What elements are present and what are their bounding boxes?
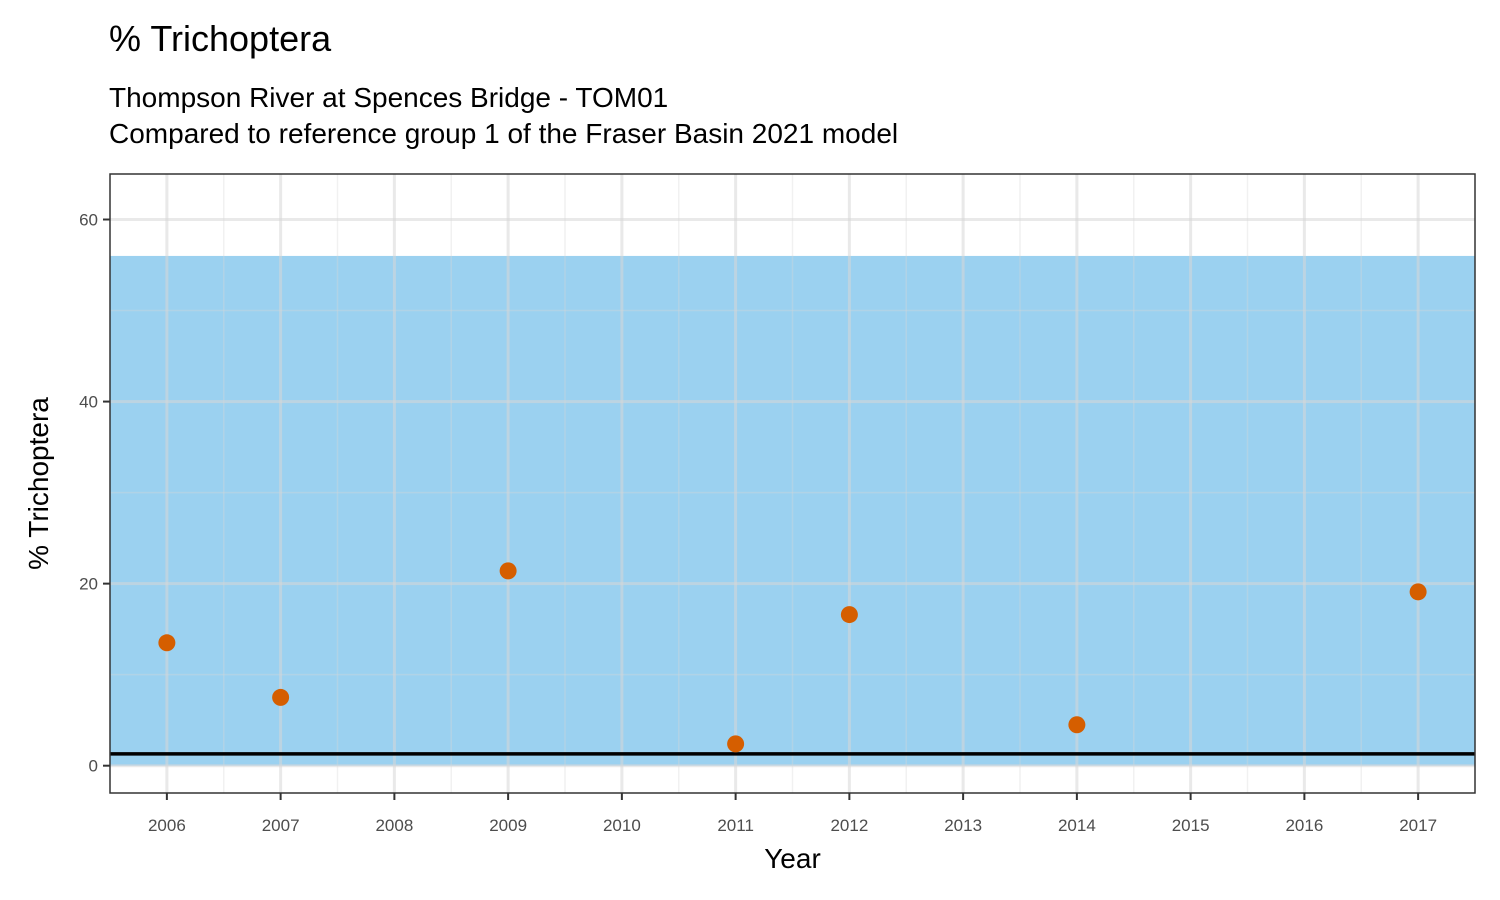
- x-tick-label: 2008: [375, 816, 413, 835]
- x-tick-label: 2015: [1172, 816, 1210, 835]
- x-tick-label: 2016: [1285, 816, 1323, 835]
- x-tick-label: 2012: [830, 816, 868, 835]
- y-tick-label: 40: [79, 393, 98, 412]
- y-tick-label: 0: [89, 757, 98, 776]
- subtitle-line-1: Thompson River at Spences Bridge - TOM01: [109, 82, 669, 113]
- grid-layer: [110, 174, 1475, 793]
- data-point: [158, 634, 176, 652]
- y-axis-title: % Trichoptera: [23, 397, 54, 570]
- y-tick-label: 60: [79, 211, 98, 230]
- points-layer: [158, 562, 1427, 753]
- x-tick-label: 2014: [1058, 816, 1096, 835]
- x-tick-label: 2017: [1399, 816, 1437, 835]
- x-tick-label: 2013: [944, 816, 982, 835]
- x-tick-label: 2010: [603, 816, 641, 835]
- axis-layer: 0 20 40 60 2006 2007 2008 2009 2010 2011 2012 2013 2…: [79, 211, 1437, 835]
- reference-band-layer: [110, 174, 1475, 793]
- data-point: [1409, 583, 1427, 601]
- data-point: [1068, 716, 1086, 734]
- data-point: [499, 562, 517, 580]
- panel-border: [109, 173, 1476, 794]
- reference-band: [110, 255, 1475, 766]
- chart-title: % Trichoptera: [109, 18, 332, 59]
- x-tick-label: 2009: [489, 816, 527, 835]
- data-point: [272, 688, 290, 706]
- data-point: [840, 606, 858, 624]
- x-tick-label: 2011: [717, 816, 754, 835]
- data-point: [727, 735, 745, 753]
- subtitle-line-2: Compared to reference group 1 of the Fra…: [109, 118, 899, 149]
- x-tick-label: 2006: [148, 816, 186, 835]
- x-axis-title: Year: [764, 843, 821, 874]
- y-tick-label: 20: [79, 575, 98, 594]
- x-tick-label: 2007: [262, 816, 300, 835]
- chart-subtitle: Thompson River at Spences Bridge - TOM01…: [109, 80, 898, 152]
